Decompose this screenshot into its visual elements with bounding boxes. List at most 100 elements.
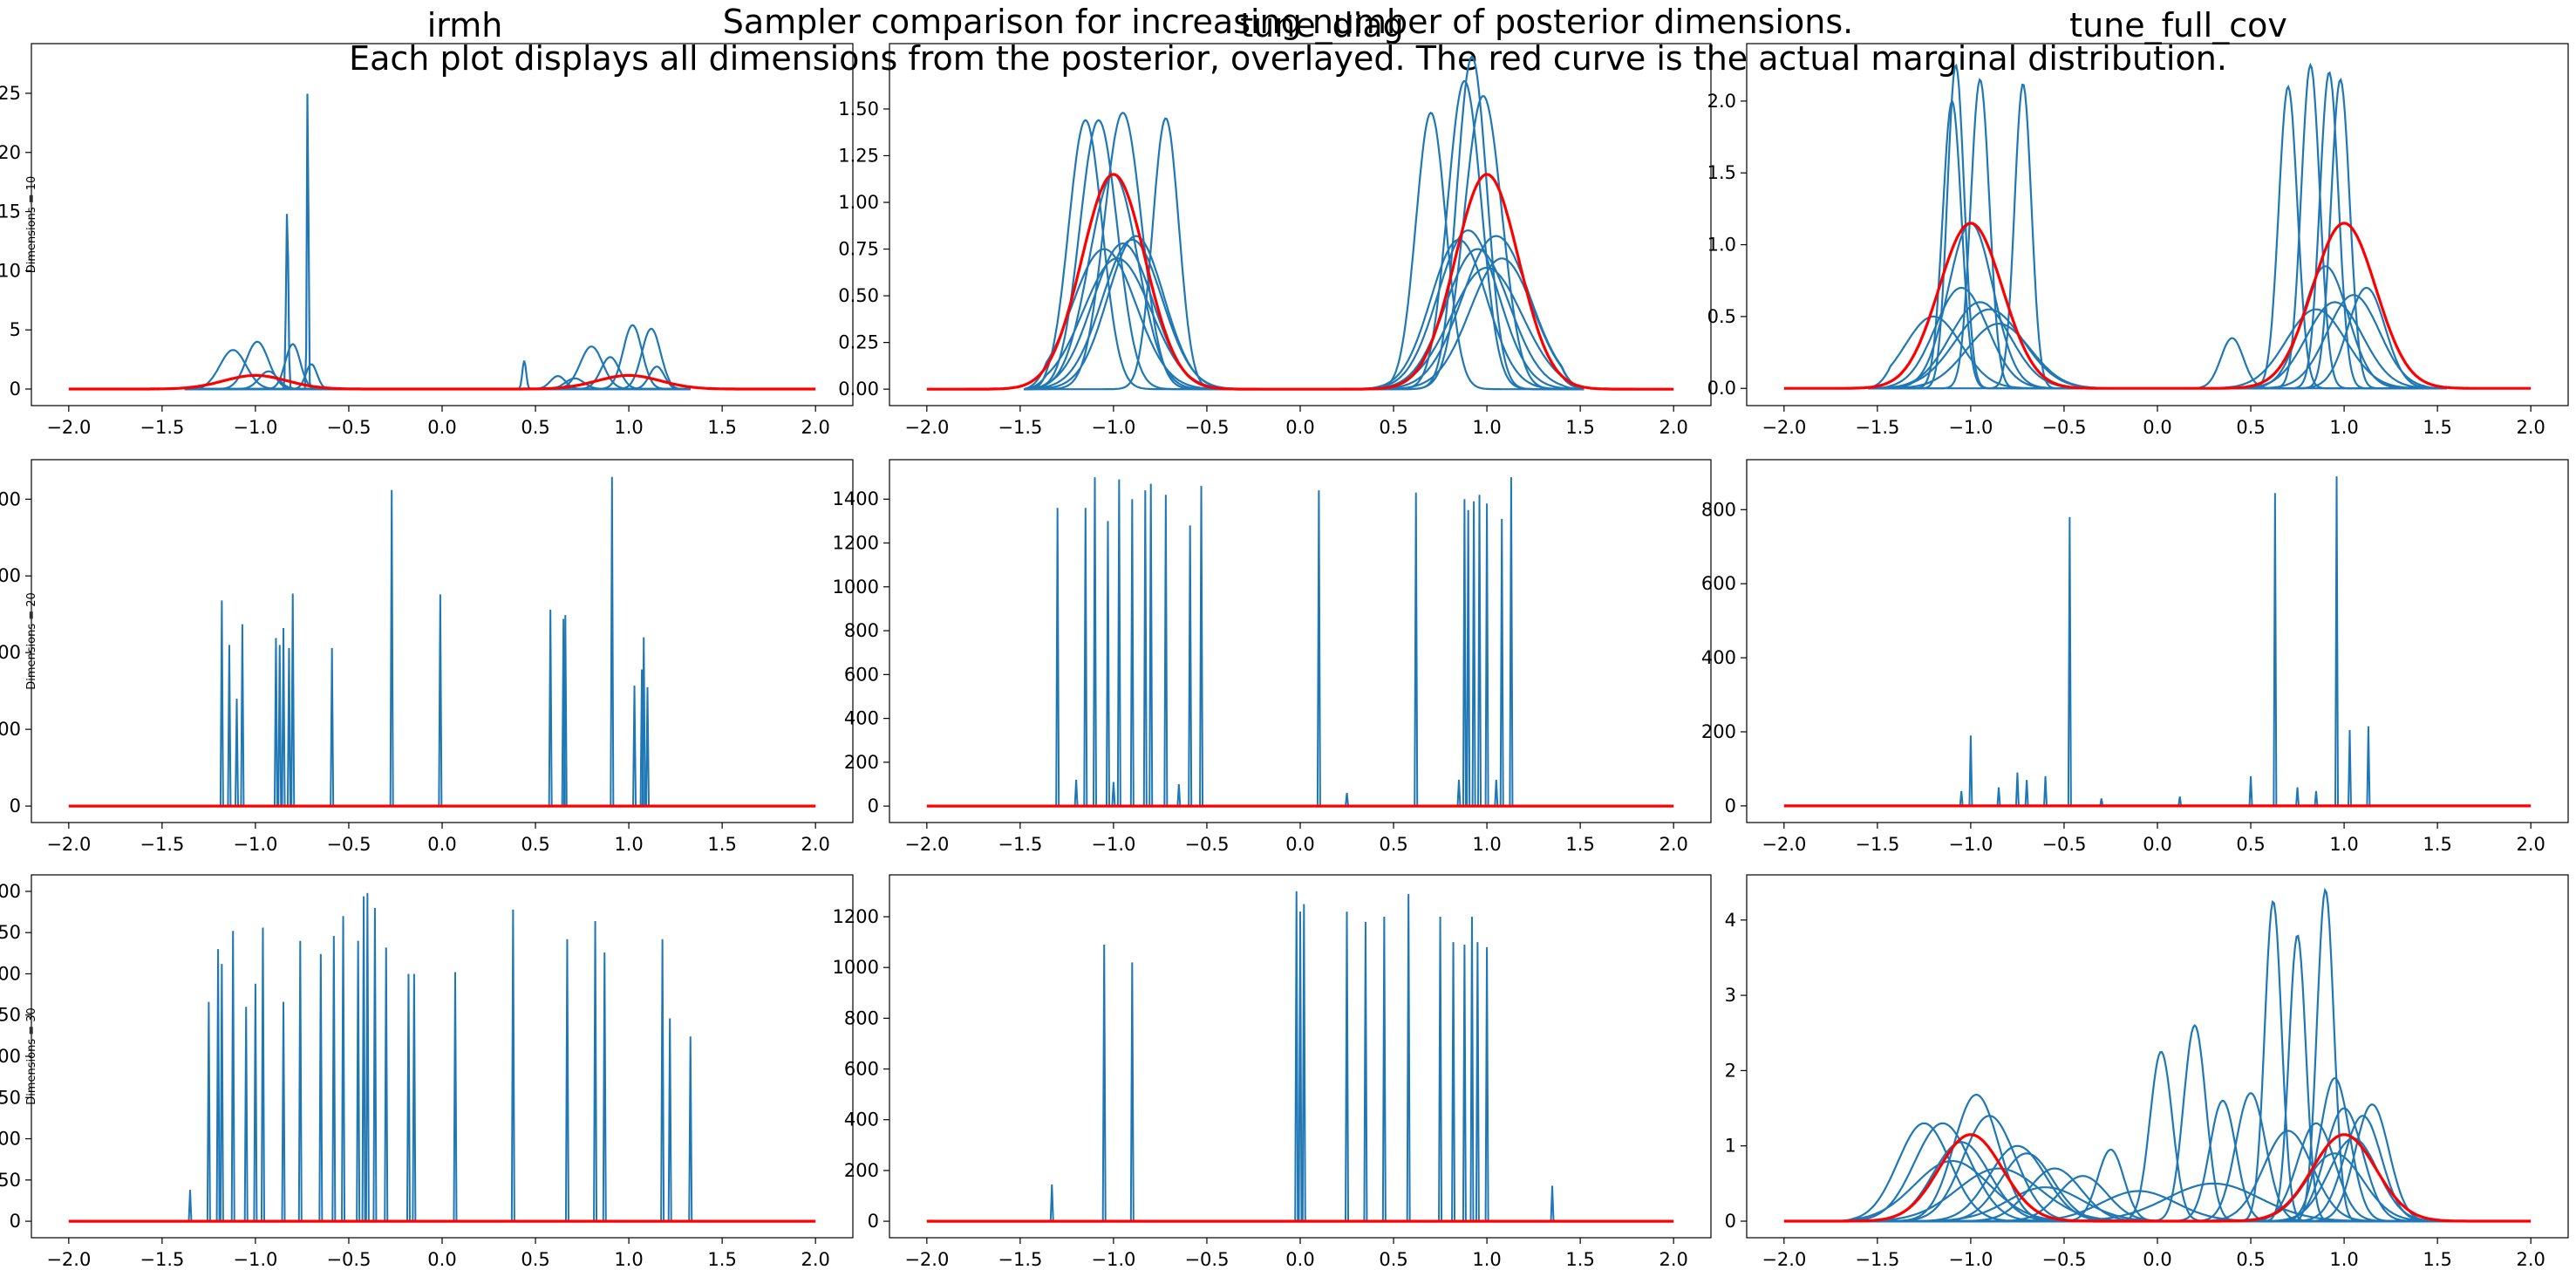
column-title-irmh: irmh [427, 6, 503, 44]
axes-frame [31, 874, 854, 1239]
axes-frame [889, 459, 1712, 823]
sample-spike [286, 647, 291, 807]
sample-spike [1996, 787, 2001, 806]
axes-frame [1746, 43, 2569, 406]
sample-spike [2295, 787, 2300, 806]
x-tick-label: −1.0 [233, 417, 277, 438]
x-tick-label: 1.5 [2423, 1249, 2451, 1270]
plot-area [1783, 62, 2532, 390]
sample-spike [1484, 503, 1489, 807]
x-tick-label: −1.5 [1855, 834, 1899, 855]
x-tick-label: −1.0 [1948, 417, 1993, 438]
y-tick-label: 0.00 [838, 379, 879, 399]
x-tick-label: −1.5 [140, 834, 184, 855]
sample-spike [1451, 942, 1456, 1222]
x-tick-label: −0.5 [1184, 1249, 1229, 1270]
y-tick-label: 800 [844, 620, 879, 641]
x-tick-label: 1.0 [2329, 834, 2358, 855]
y-axis-label: Dimensions = 10 [25, 176, 38, 274]
sample-spike [297, 940, 303, 1222]
sample-spike [645, 686, 650, 807]
x-tick-label: 1.5 [1565, 834, 1594, 855]
sample-spike [593, 920, 598, 1222]
y-tick-label: 0 [10, 795, 21, 816]
sample-spike [453, 972, 458, 1222]
sample-spike [2334, 476, 2340, 806]
y-tick-label: 2000 [0, 881, 21, 902]
sample-spike [1345, 912, 1350, 1222]
y-tick-label: 0.75 [838, 239, 879, 260]
sample-spike [1494, 779, 1499, 807]
y-tick-label: 0.0 [1707, 378, 1736, 399]
y-axis-label: Dimensions = 30 [25, 1007, 38, 1105]
x-tick-label: −1.5 [998, 417, 1042, 438]
y-tick-label: 600 [1701, 573, 1736, 594]
sample-spike [1462, 499, 1467, 807]
y-tick-label: 1750 [0, 922, 21, 943]
sample-curve [1830, 1167, 2460, 1223]
x-tick-label: −2.0 [1762, 834, 1806, 855]
sample-spike [1294, 891, 1299, 1222]
y-axis-label: Dimensions = 20 [25, 592, 38, 690]
x-tick-label: 0.5 [2236, 834, 2265, 855]
y-tick-label: 1200 [833, 533, 879, 554]
y-tick-label: 400 [844, 1110, 879, 1130]
axes-frame [889, 43, 1712, 406]
x-tick-label: 2.0 [2516, 417, 2545, 438]
sample-spike [1188, 525, 1193, 807]
sample-spike [562, 615, 568, 807]
y-tick-label: 1250 [0, 1005, 21, 1026]
sample-spike [281, 1001, 286, 1222]
sample-spike [1116, 479, 1121, 807]
sample-curve [1868, 286, 2447, 390]
suptitle-line-2: Each plot displays all dimensions from t… [349, 39, 2227, 78]
x-tick-label: −1.5 [1855, 1249, 1899, 1270]
sample-curve [1830, 1122, 2460, 1223]
subplot-r2-c2: −2.0 −1.5 −1.0 −0.5 0.0 0.5 1.0 1.5 2.0 0 200 400 60… [833, 459, 1712, 855]
sample-spike [1073, 779, 1079, 807]
sample-spike [2273, 493, 2278, 806]
y-tick-label: 400 [1701, 647, 1736, 668]
x-tick-label: −2.0 [904, 1249, 949, 1270]
sample-spike [438, 594, 443, 807]
sample-spike [1129, 962, 1135, 1222]
x-tick-label: 0.0 [1285, 834, 1314, 855]
plot-area [1783, 887, 2532, 1223]
sample-spike [1438, 916, 1443, 1222]
plot-area [1783, 476, 2532, 808]
sample-spike [2177, 796, 2183, 807]
subplot-r2-c1: −2.0 −1.5 −1.0 −0.5 0.0 0.5 1.0 1.5 2.0 0 1000 2000… [0, 459, 854, 855]
sample-spike [1093, 477, 1097, 807]
sample-spike [1550, 1185, 1555, 1222]
x-tick-label: −1.5 [998, 1249, 1042, 1270]
subplot-r3-c1: −2.0 −1.5 −1.0 −0.5 0.0 0.5 1.0 1.5 2.0 0 250 500 75… [0, 874, 854, 1270]
plot-area [926, 891, 1674, 1223]
sample-spike [641, 637, 646, 807]
x-tick-label: 0.5 [521, 834, 549, 855]
x-tick-label: 0.0 [427, 417, 456, 438]
y-tick-label: 1000 [833, 957, 879, 978]
sample-spike [2314, 790, 2319, 806]
sample-spike [1477, 495, 1482, 807]
x-tick-label: 0.5 [2236, 417, 2265, 438]
y-tick-label: 1.5 [1707, 162, 1736, 183]
sample-spike [1105, 521, 1110, 807]
axes-frame [1746, 459, 2569, 823]
sample-spike [331, 935, 337, 1222]
axes-frame [1746, 874, 2569, 1239]
x-tick-label: −2.0 [1762, 1249, 1806, 1270]
y-tick-label: 1.50 [838, 99, 879, 119]
sample-spike [602, 952, 607, 1222]
x-tick-label: −1.5 [140, 417, 184, 438]
sample-spike [1509, 477, 1514, 807]
sample-spike [1466, 509, 1471, 807]
subplot-grid: −2.0 −1.5 −1.0 −0.5 0.0 0.5 1.0 1.5 2.0051015202… [0, 43, 2569, 1270]
sample-spike [2099, 798, 2104, 807]
sample-curve [1830, 1122, 2460, 1223]
y-tick-label: 2.0 [1707, 91, 1736, 112]
y-tick-label: 0 [10, 379, 21, 399]
column-title-tune-full-cov: tune_full_cov [2069, 6, 2287, 44]
sample-spike [2067, 516, 2072, 806]
x-tick-label: −2.0 [46, 1249, 91, 1270]
sample-spike [667, 1018, 672, 1222]
